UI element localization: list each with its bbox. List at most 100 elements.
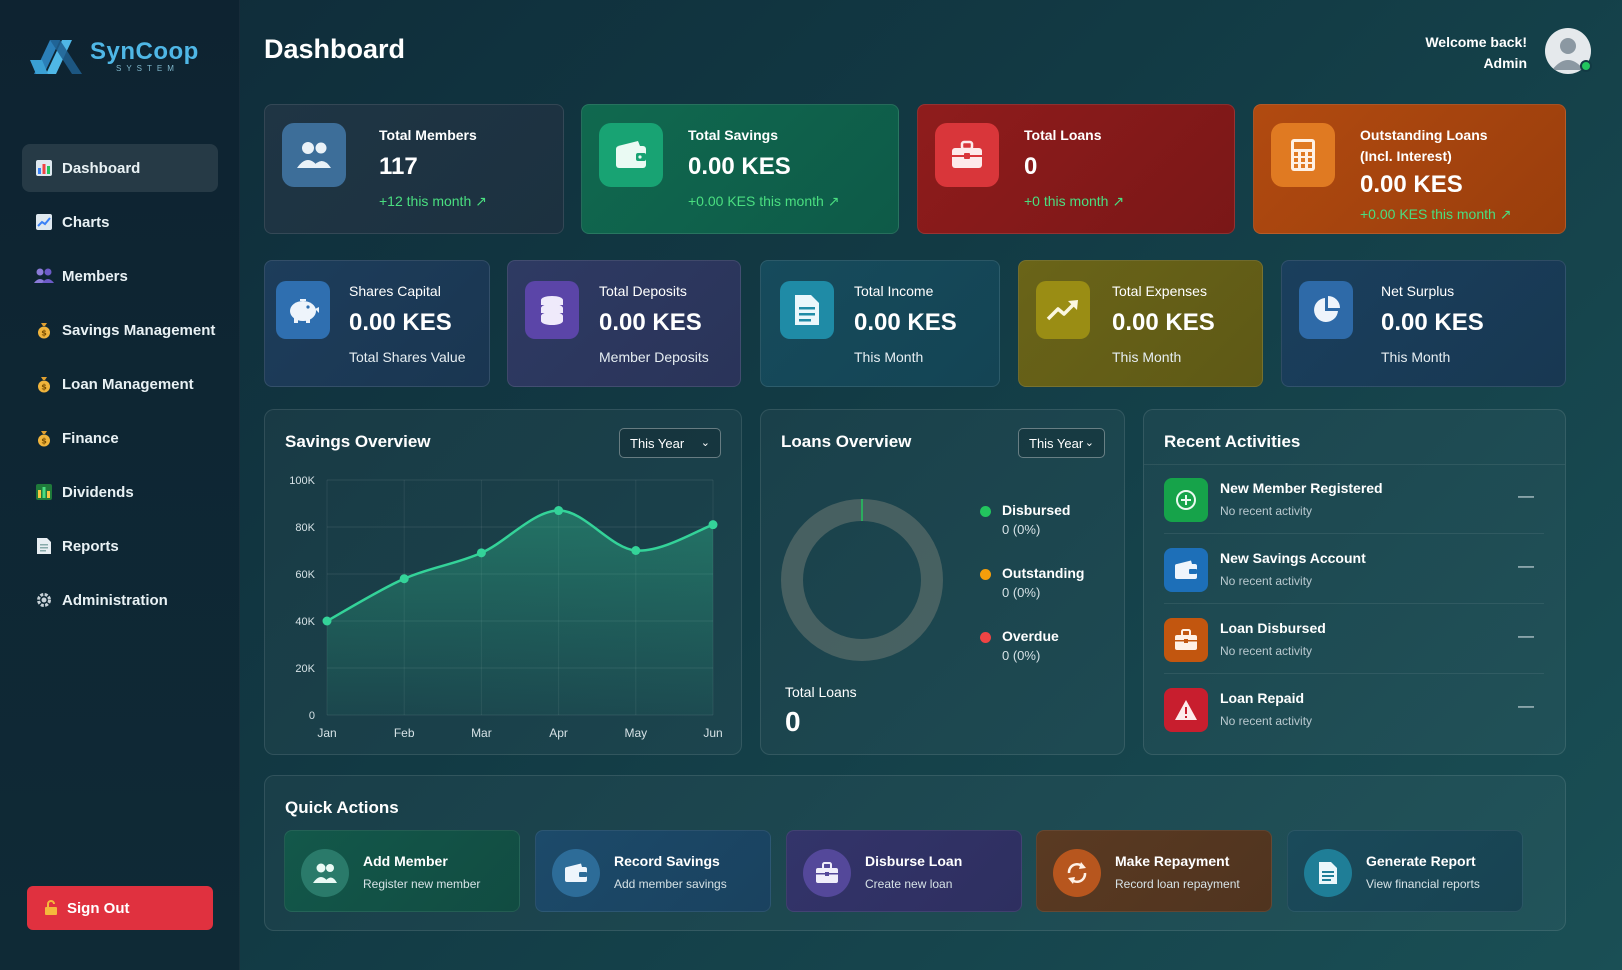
users-icon xyxy=(301,849,349,897)
sidebar-item-label: Finance xyxy=(62,429,119,447)
loans-period-select[interactable]: This Year ⌄ xyxy=(1018,428,1105,458)
y-tick-label: 20K xyxy=(295,663,315,675)
bar-chart-icon xyxy=(34,482,54,502)
legend-dot xyxy=(980,569,991,580)
activity-status: — xyxy=(1518,698,1534,715)
y-tick-label: 80K xyxy=(295,522,315,534)
data-point xyxy=(631,546,641,555)
data-point xyxy=(399,574,409,584)
stat-caption: Member Deposits xyxy=(599,349,709,365)
sidebar-item-dividends[interactable]: Dividends xyxy=(22,468,218,516)
warning-icon xyxy=(1164,688,1208,732)
activity-item[interactable]: Loan Disbursed No recent activity — xyxy=(1164,606,1544,674)
chevron-down-icon: ⌄ xyxy=(1084,437,1094,449)
generate-report-button[interactable]: Generate Report View financial reports xyxy=(1287,830,1523,912)
stat-card-total-savings[interactable]: Total Savings 0.00 KES +0.00 KES this mo… xyxy=(581,104,899,234)
users-icon xyxy=(282,123,346,187)
sidebar-item-savings-management[interactable]: $ Savings Management xyxy=(22,306,218,354)
add-member-button[interactable]: Add Member Register new member xyxy=(284,830,520,912)
stat-card-total-expenses[interactable]: Total Expenses 0.00 KES This Month xyxy=(1018,260,1263,387)
stat-card-total-members[interactable]: Total Members 117 +12 this month ↗ xyxy=(264,104,564,234)
activity-item[interactable]: New Savings Account No recent activity — xyxy=(1164,536,1544,604)
user-name: Admin xyxy=(1483,55,1527,71)
sidebar-item-charts[interactable]: Charts xyxy=(22,198,218,246)
y-tick-label: 0 xyxy=(309,710,315,722)
panel-title: Recent Activities xyxy=(1164,432,1301,451)
stat-value: 117 xyxy=(379,153,418,180)
svg-text:$: $ xyxy=(41,437,47,446)
sidebar-item-members[interactable]: Members xyxy=(22,252,218,300)
record-savings-button[interactable]: Record Savings Add member savings xyxy=(535,830,771,912)
savings-overview-panel: Savings Overview This Year ⌄ 0 20K 40K 60K 8… xyxy=(264,409,742,755)
svg-text:$: $ xyxy=(41,383,47,392)
quick-action-subtitle: View financial reports xyxy=(1366,877,1480,891)
stat-label: Shares Capital xyxy=(349,283,441,299)
sidebar-item-label: Charts xyxy=(62,213,110,231)
sidebar-item-administration[interactable]: Administration xyxy=(22,576,218,624)
stat-card-total-income[interactable]: Total Income 0.00 KES This Month xyxy=(760,260,1000,387)
sidebar-nav: Dashboard Charts Members $ Savings Manag… xyxy=(22,144,218,630)
sidebar-item-finance[interactable]: $ Finance xyxy=(22,414,218,462)
recent-activities-panel: Recent Activities New Member Registered … xyxy=(1143,409,1566,755)
data-point xyxy=(554,506,564,516)
quick-action-subtitle: Create new loan xyxy=(865,877,953,891)
sidebar-item-reports[interactable]: Reports xyxy=(22,522,218,570)
x-tick-label: Jan xyxy=(317,726,336,740)
stat-value: 0 xyxy=(1024,153,1038,180)
sidebar-item-dashboard[interactable]: Dashboard xyxy=(22,144,218,192)
wallet-icon xyxy=(552,849,600,897)
activity-item[interactable]: Loan Repaid No recent activity — xyxy=(1164,676,1544,744)
quick-action-subtitle: Record loan repayment xyxy=(1115,877,1240,891)
stat-caption: This Month xyxy=(1112,349,1182,365)
x-tick-label: Mar xyxy=(471,726,492,740)
stat-change: +0 this month ↗ xyxy=(1024,193,1125,209)
calculator-icon xyxy=(1271,123,1335,187)
activity-title: Loan Disbursed xyxy=(1220,620,1326,636)
briefcase-icon xyxy=(803,849,851,897)
activity-status: — xyxy=(1518,558,1534,575)
stat-card-net-surplus[interactable]: Net Surplus 0.00 KES This Month xyxy=(1281,260,1566,387)
sign-out-button[interactable]: Sign Out xyxy=(27,886,213,930)
app-logo[interactable]: SynCoop SYSTEM xyxy=(28,30,199,80)
app-name: SynCoop xyxy=(90,37,199,65)
document-icon xyxy=(780,281,834,339)
activity-item[interactable]: New Member Registered No recent activity… xyxy=(1164,466,1544,534)
briefcase-icon xyxy=(935,123,999,187)
stat-card-outstanding-loans[interactable]: Outstanding Loans (Incl. Interest) 0.00 … xyxy=(1253,104,1566,234)
legend-name: Overdue xyxy=(1002,628,1059,644)
make-repayment-button[interactable]: Make Repayment Record loan repayment xyxy=(1036,830,1272,912)
coins-icon xyxy=(525,281,579,339)
stat-label: Total Members xyxy=(379,127,477,143)
stat-label: Total Loans xyxy=(1024,127,1102,143)
stat-card-shares-capital[interactable]: Shares Capital 0.00 KES Total Shares Val… xyxy=(264,260,490,387)
legend-value: 0 (0%) xyxy=(1002,585,1041,600)
users-icon xyxy=(34,266,54,286)
legend-value: 0 (0%) xyxy=(1002,648,1041,663)
piggy-bank-icon xyxy=(276,281,330,339)
x-tick-label: Feb xyxy=(394,726,415,740)
data-point xyxy=(322,616,332,626)
stat-value: 0.00 KES xyxy=(688,153,791,180)
money-bag-icon: $ xyxy=(34,374,54,394)
selected-period: This Year xyxy=(1029,435,1084,451)
sidebar: SynCoop SYSTEM Dashboard Charts Members … xyxy=(0,0,240,970)
quick-action-title: Add Member xyxy=(363,853,448,869)
sidebar-item-loan-management[interactable]: $ Loan Management xyxy=(22,360,218,408)
stat-card-total-deposits[interactable]: Total Deposits 0.00 KES Member Deposits xyxy=(507,260,741,387)
quick-action-title: Make Repayment xyxy=(1115,853,1230,869)
sidebar-item-label: Savings Management xyxy=(62,321,216,339)
stat-card-total-loans[interactable]: Total Loans 0 +0 this month ↗ xyxy=(917,104,1235,234)
quick-action-subtitle: Add member savings xyxy=(614,877,727,891)
savings-area xyxy=(327,510,713,715)
loans-overview-panel: Loans Overview This Year ⌄ Disbursed 0 (… xyxy=(760,409,1125,755)
total-loans-label: Total Loans xyxy=(785,684,857,700)
x-tick-label: Jun xyxy=(703,726,722,740)
activity-title: Loan Repaid xyxy=(1220,690,1305,706)
activity-status: — xyxy=(1518,628,1534,645)
savings-period-select[interactable]: This Year ⌄ xyxy=(619,428,721,458)
disburse-loan-button[interactable]: Disburse Loan Create new loan xyxy=(786,830,1022,912)
quick-actions-panel: Quick Actions xyxy=(264,775,1566,931)
y-tick-label: 100K xyxy=(289,475,315,487)
stat-label: Outstanding Loans xyxy=(1360,127,1488,143)
briefcase-icon xyxy=(1164,618,1208,662)
